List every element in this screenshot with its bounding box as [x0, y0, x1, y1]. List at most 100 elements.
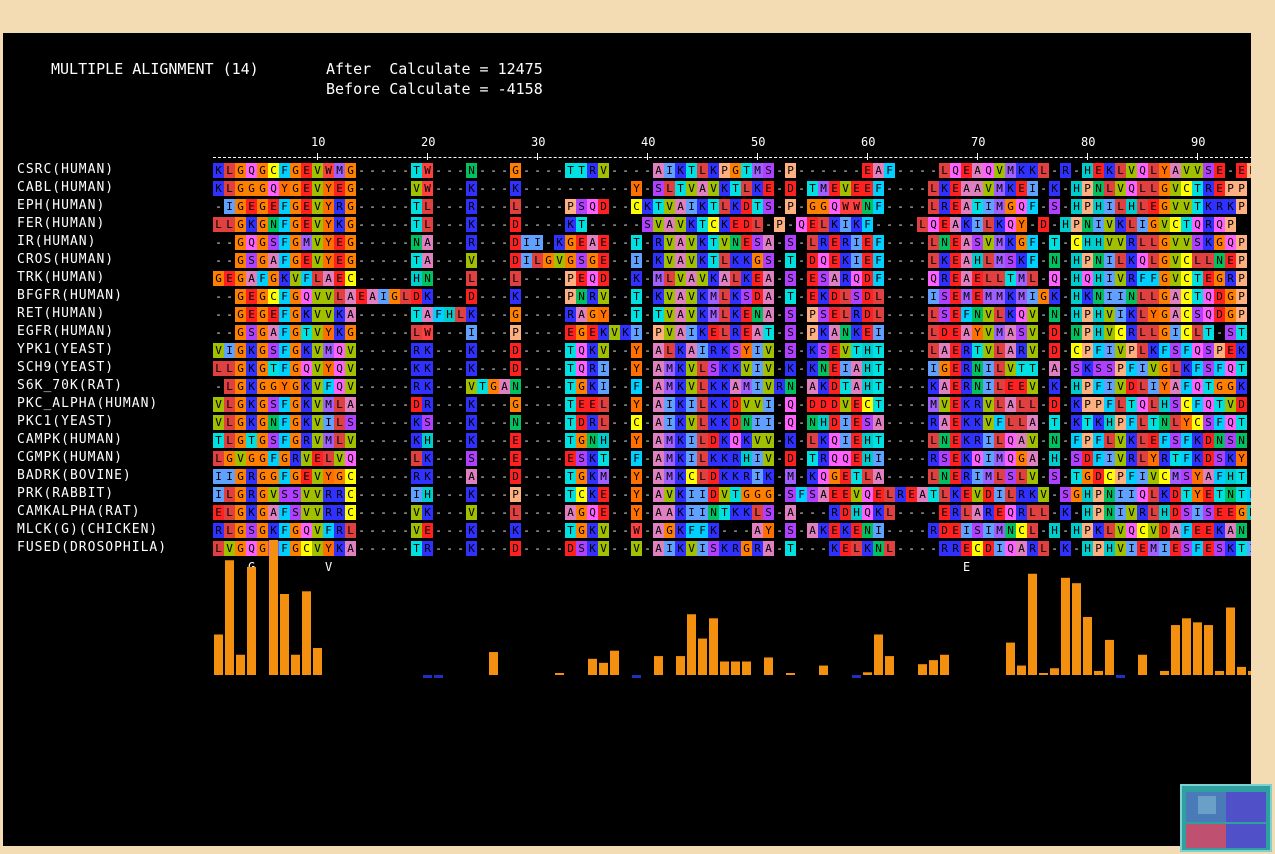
residue-cell: R — [411, 379, 422, 394]
residue-cell: K — [961, 451, 972, 466]
residue-cell: A — [653, 433, 664, 448]
residue-cell: T — [576, 217, 587, 232]
residue-cell: R — [587, 361, 598, 376]
residue-cell: S — [862, 415, 873, 430]
gap-cell: - — [369, 272, 376, 285]
sequence-name[interactable]: CABL(HUMAN) — [17, 180, 115, 195]
residue-cell: T — [851, 469, 862, 484]
sequence-name[interactable]: EPH(HUMAN) — [17, 198, 106, 213]
residue-cell: G — [235, 271, 246, 286]
residue-cell: L — [697, 379, 708, 394]
residue-cell: R — [939, 199, 950, 214]
residue-cell: S — [763, 163, 774, 178]
sequence-name[interactable]: RET(HUMAN) — [17, 306, 106, 321]
gap-cell: - — [611, 200, 618, 213]
gap-cell: - — [380, 236, 387, 249]
residue-cell: K — [620, 325, 631, 340]
ruler-tick-label: 50 — [751, 135, 766, 149]
sequence-name[interactable]: PKC_ALPHA(HUMAN) — [17, 396, 159, 411]
residue-cell: R — [1159, 451, 1170, 466]
residue-cell: K — [675, 541, 686, 556]
residue-cell: V — [312, 361, 323, 376]
sequence-name[interactable]: SCH9(YEAST) — [17, 360, 115, 375]
sequence-row[interactable]: LVGQGSFGCVYKA-----TR---K---D----DSKV--V-… — [213, 541, 1251, 559]
residue-cell: F — [1181, 379, 1192, 394]
sequence-name[interactable]: MLCK(G)(CHICKEN) — [17, 522, 159, 537]
gap-cell: - — [490, 218, 497, 231]
residue-cell: K — [697, 325, 708, 340]
alignment-overview-icon[interactable] — [1180, 784, 1272, 852]
sequence-name[interactable]: EGFR(HUMAN) — [17, 324, 115, 339]
sequence-name[interactable]: TRK(HUMAN) — [17, 270, 106, 285]
sequence-name[interactable]: CGMPK(HUMAN) — [17, 450, 123, 465]
gap-cell: - — [391, 200, 398, 213]
sequence-name[interactable]: CROS(HUMAN) — [17, 252, 115, 267]
gap-cell: - — [446, 416, 453, 429]
residue-cell: L — [818, 217, 829, 232]
sequence-name[interactable]: CAMPK(HUMAN) — [17, 432, 123, 447]
residue-cell: D — [983, 487, 994, 502]
sequence-name[interactable]: BADRK(BOVINE) — [17, 468, 132, 483]
residue-cell: L — [312, 271, 323, 286]
ruler-line — [213, 157, 1251, 158]
gap-cell: - — [501, 308, 508, 321]
sequence-name[interactable]: FER(HUMAN) — [17, 216, 106, 231]
residue-cell: K — [1236, 379, 1247, 394]
sequence-name[interactable]: CAMKALPHA(RAT) — [17, 504, 141, 519]
gap-cell: - — [1051, 218, 1058, 231]
residue-cell: S — [752, 235, 763, 250]
residue-cell: V — [1104, 235, 1115, 250]
residue-cell: V — [664, 325, 675, 340]
residue-cell: G — [334, 469, 345, 484]
residue-cell: E — [829, 487, 840, 502]
residue-cell: G — [257, 199, 268, 214]
residue-cell: G — [235, 235, 246, 250]
residue-cell: T — [1170, 451, 1181, 466]
sequence-name[interactable]: S6K_70K(RAT) — [17, 378, 123, 393]
sequence-name[interactable]: PRK(RABBIT) — [17, 486, 115, 501]
gap-cell: - — [501, 200, 508, 213]
sequence-name[interactable]: BFGFR(HUMAN) — [17, 288, 123, 303]
gap-cell: - — [567, 182, 574, 195]
residue-cell: F — [1159, 343, 1170, 358]
residue-cell: G — [290, 199, 301, 214]
residue-cell: K — [818, 325, 829, 340]
sequence-name[interactable]: PKC1(YEAST) — [17, 414, 115, 429]
residue-cell: F — [1159, 433, 1170, 448]
residue-cell: E — [950, 181, 961, 196]
gap-cell: - — [380, 380, 387, 393]
gap-cell: - — [490, 164, 497, 177]
residue-cell: D — [939, 523, 950, 538]
sequence-name[interactable]: YPK1(YEAST) — [17, 342, 115, 357]
residue-cell: M — [598, 469, 609, 484]
sequence-name[interactable]: CSRC(HUMAN) — [17, 162, 115, 177]
residue-cell: E — [741, 325, 752, 340]
residue-cell: P — [565, 271, 576, 286]
sequence-name[interactable]: IR(HUMAN) — [17, 234, 97, 249]
residue-cell: L — [862, 469, 873, 484]
sequence-name[interactable]: FUSED(DROSOPHILA) — [17, 540, 168, 555]
residue-cell: R — [466, 199, 477, 214]
